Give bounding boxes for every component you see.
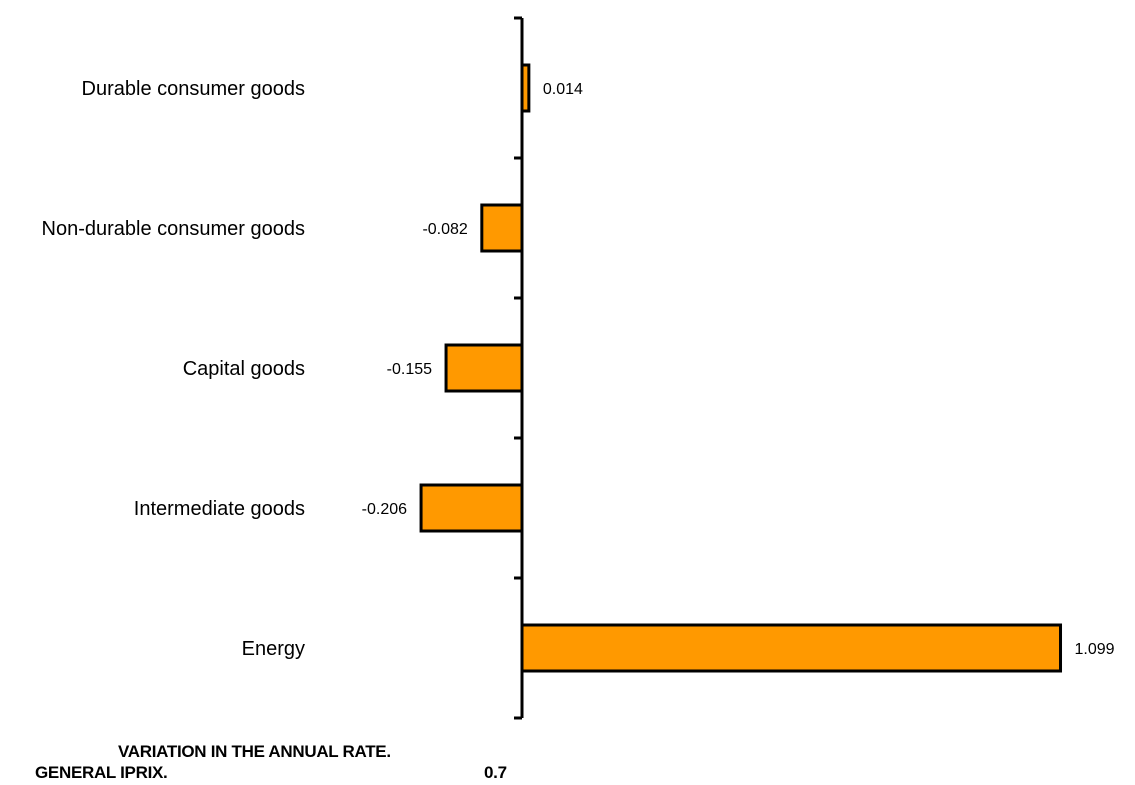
data-label: 0.014 <box>543 81 583 98</box>
bar <box>480 203 524 253</box>
bar <box>419 483 524 533</box>
footer-title-line2: GENERAL IPRIX. <box>35 763 168 782</box>
category-label: Durable consumer goods <box>82 78 305 100</box>
category-label: Energy <box>242 638 305 660</box>
category-label: Intermediate goods <box>134 498 305 520</box>
footer-title-line1: VARIATION IN THE ANNUAL RATE. <box>118 742 391 761</box>
bar <box>520 63 531 113</box>
bars <box>419 63 1063 673</box>
data-label: -0.155 <box>387 361 432 378</box>
category-label: Non-durable consumer goods <box>42 218 306 240</box>
data-label: -0.082 <box>422 221 467 238</box>
data-label: 1.099 <box>1075 641 1115 658</box>
category-label: Capital goods <box>183 358 305 380</box>
bar-chart: Durable consumer goods Non-durable consum… <box>42 16 1115 720</box>
footer-general-value: 0.7 <box>484 763 507 782</box>
value-labels: 0.014 -0.082 -0.155 -0.206 1.099 <box>362 81 1115 658</box>
bar <box>444 343 524 393</box>
axis-ticks <box>514 16 522 720</box>
bar <box>520 623 1063 673</box>
category-labels: Durable consumer goods Non-durable consum… <box>42 78 306 660</box>
data-label: -0.206 <box>362 501 407 518</box>
